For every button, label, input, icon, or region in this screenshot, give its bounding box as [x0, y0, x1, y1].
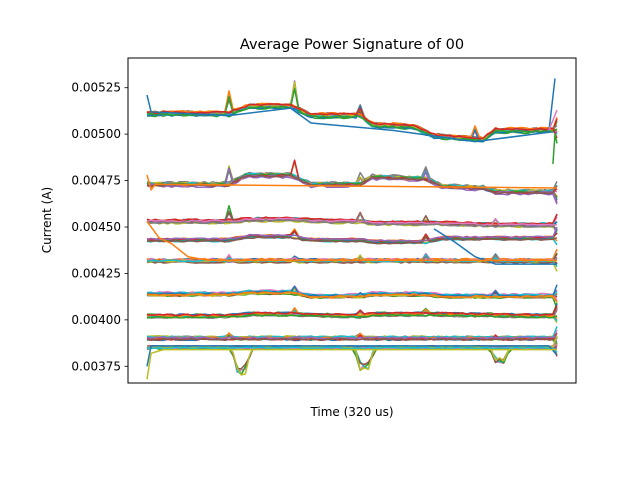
series-line — [146, 236, 558, 245]
series-line — [146, 174, 558, 191]
series-layer — [146, 78, 558, 380]
series-line — [146, 346, 558, 353]
y-tick-label: 0.00475 — [71, 174, 121, 188]
y-tick-label: 0.00375 — [71, 359, 121, 373]
series-line — [548, 109, 558, 131]
series-line — [146, 313, 558, 319]
y-tick-label: 0.00525 — [71, 81, 121, 95]
series-line — [146, 220, 557, 262]
series-line — [146, 78, 556, 143]
series-line — [146, 103, 558, 140]
series-line — [146, 285, 558, 301]
y-tick-label: 0.00500 — [71, 127, 121, 141]
series-line — [146, 253, 558, 264]
series-line — [146, 305, 558, 317]
chart-title: Average Power Signature of 00 — [240, 37, 464, 53]
x-axis-label: Time (320 us) — [309, 405, 393, 419]
series-line — [146, 291, 558, 303]
y-axis-label: Current (A) — [40, 187, 54, 253]
series-line — [146, 335, 558, 340]
y-tick-label: 0.00425 — [71, 266, 121, 280]
y-tick-label: 0.00400 — [71, 313, 121, 327]
series-line — [146, 226, 558, 243]
series-line — [146, 212, 558, 231]
series-line — [146, 348, 557, 380]
series-line — [146, 345, 558, 367]
plot-frame — [127, 57, 577, 384]
series-line — [146, 217, 558, 226]
y-axis: 0.00375 0.00400 0.00425 0.00450 0.00475 0.005… — [71, 81, 128, 373]
series-line — [146, 336, 558, 342]
y-tick-label: 0.00450 — [71, 220, 121, 234]
series-line — [552, 133, 558, 164]
